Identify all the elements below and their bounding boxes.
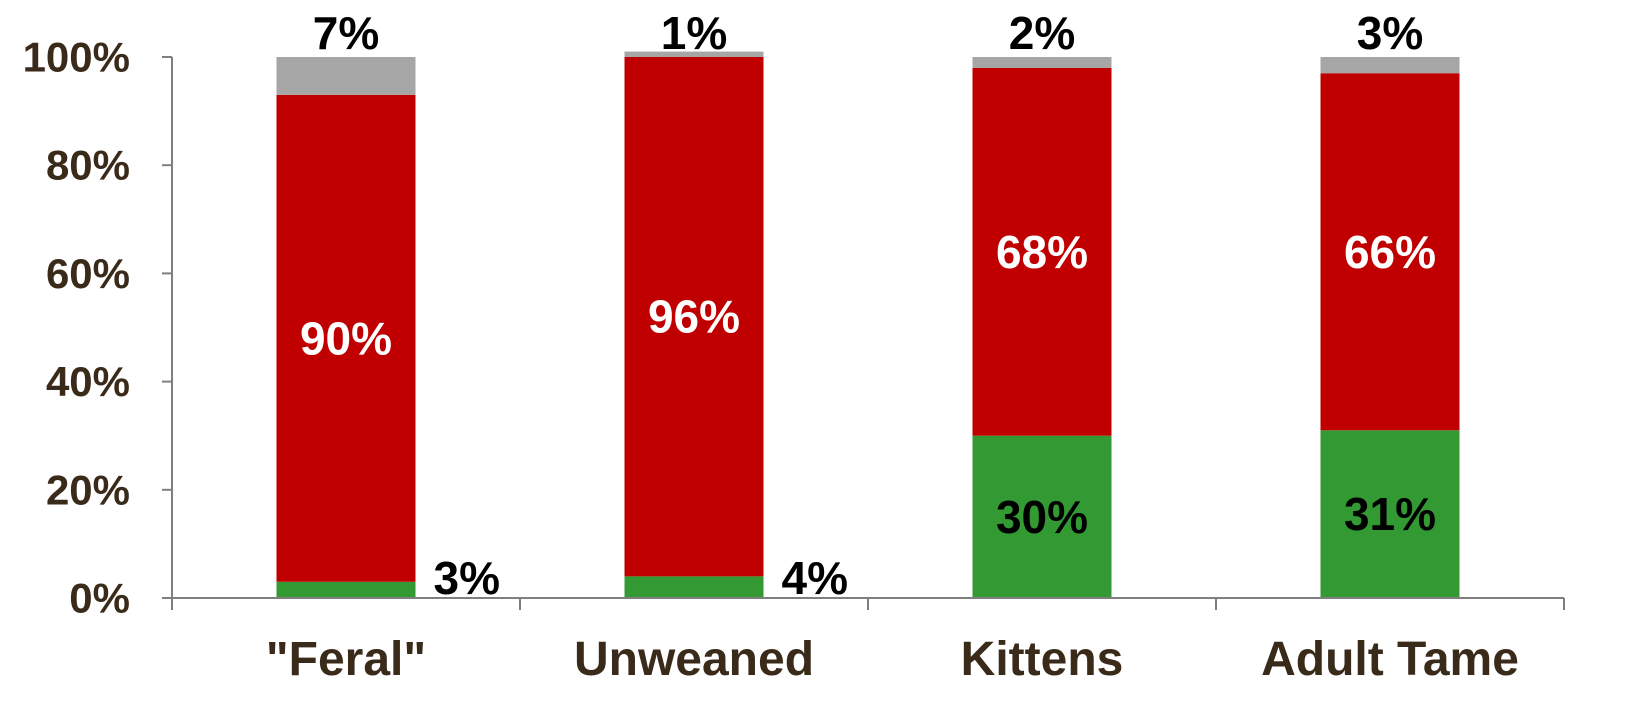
y-tick-label: 0% xyxy=(69,575,130,622)
data-label-feral-s2: 7% xyxy=(313,7,379,59)
y-tick-label: 40% xyxy=(46,358,130,405)
bar-segment-feral-s1 xyxy=(276,94,416,582)
data-label-adult-tame-s0: 31% xyxy=(1344,488,1436,540)
bar-segment-feral-s0 xyxy=(276,581,416,598)
bar-segment-unweaned-s1 xyxy=(624,57,764,577)
bar-segment-kittens-s0 xyxy=(972,435,1112,598)
x-tick-label: Kittens xyxy=(961,633,1124,686)
data-label-adult-tame-s1: 66% xyxy=(1344,226,1436,278)
bars-group xyxy=(276,51,1460,598)
bar-segment-adult-tame-s0 xyxy=(1320,430,1460,598)
data-label-unweaned-s1: 96% xyxy=(648,291,740,343)
x-tick-label: "Feral" xyxy=(266,633,426,686)
bar-segment-feral-s2 xyxy=(276,57,416,95)
axes-group xyxy=(162,56,1565,610)
labels-group: 0% 20% 40% 60% 80% 100% "Feral" Unweaned Kittens… xyxy=(23,7,1519,686)
bar-segment-unweaned-s2 xyxy=(624,51,764,57)
bar-segment-adult-tame-s2 xyxy=(1320,57,1460,74)
x-tick-label: Adult Tame xyxy=(1261,633,1519,686)
bar-segment-kittens-s2 xyxy=(972,57,1112,68)
y-tick-label: 100% xyxy=(23,34,130,81)
data-label-feral-s1: 90% xyxy=(300,312,392,364)
data-label-kittens-s1: 68% xyxy=(996,226,1088,278)
data-label-kittens-s0: 30% xyxy=(996,491,1088,543)
y-tick-label: 20% xyxy=(46,466,130,513)
bar-segment-adult-tame-s1 xyxy=(1320,73,1460,431)
data-label-unweaned-s0: 4% xyxy=(782,552,848,604)
bar-segment-unweaned-s0 xyxy=(624,576,764,598)
data-label-adult-tame-s2: 3% xyxy=(1357,7,1423,59)
data-label-unweaned-s2: 1% xyxy=(661,7,727,59)
data-label-feral-s0: 3% xyxy=(434,552,500,604)
bar-segment-kittens-s1 xyxy=(972,67,1112,436)
y-tick-label: 80% xyxy=(46,142,130,189)
y-tick-label: 60% xyxy=(46,250,130,297)
x-tick-label: Unweaned xyxy=(574,633,814,686)
data-label-kittens-s2: 2% xyxy=(1009,7,1075,59)
